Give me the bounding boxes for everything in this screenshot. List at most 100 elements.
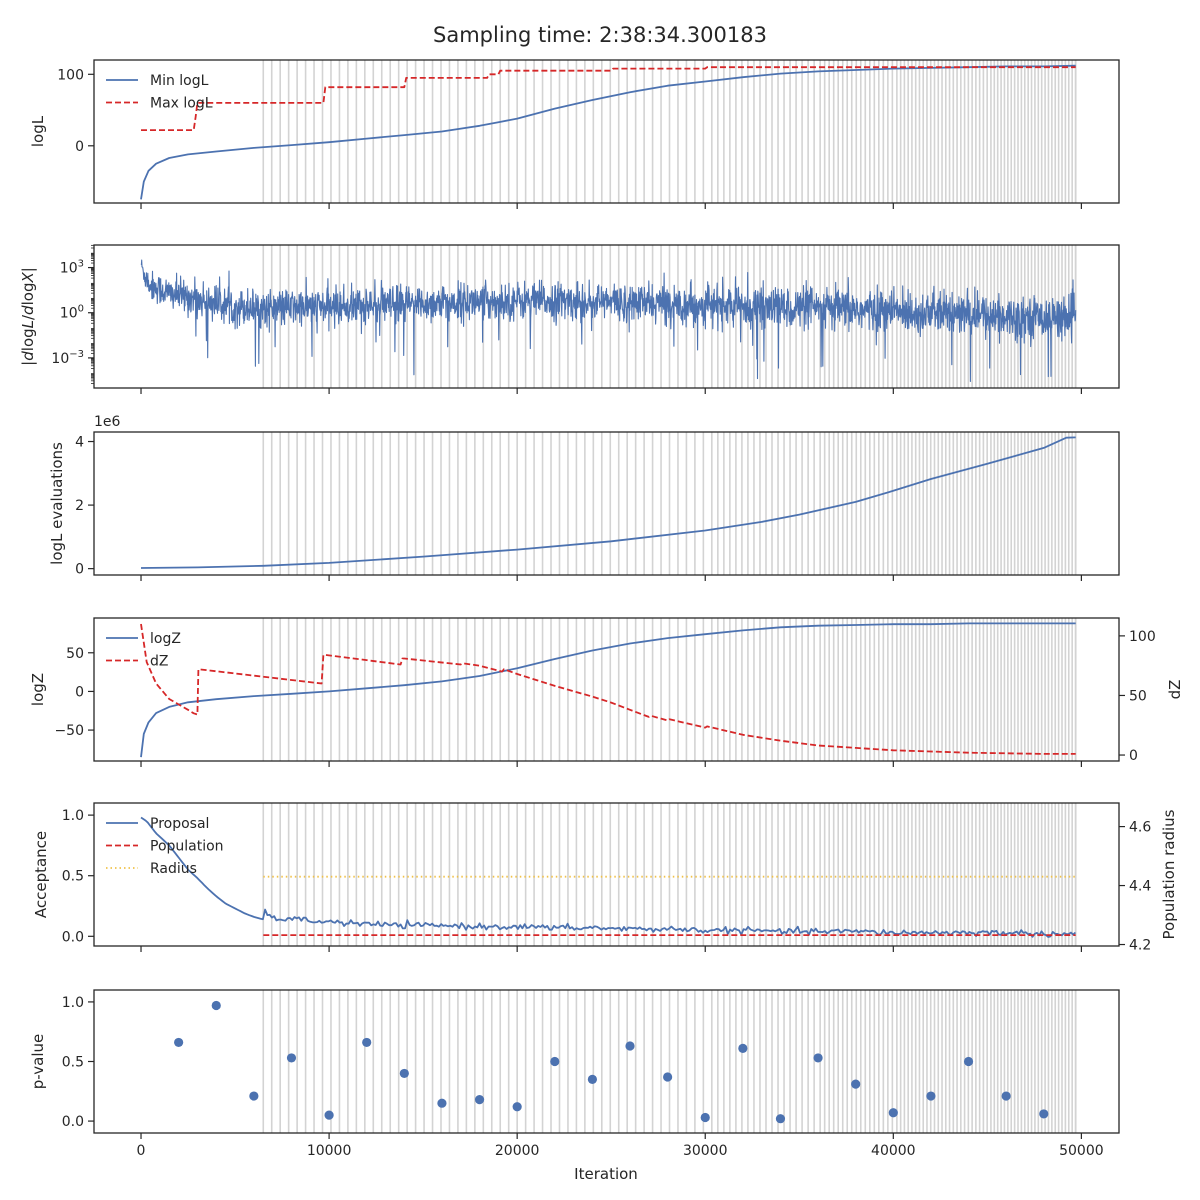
y-tick-label: 1.0 bbox=[62, 995, 84, 1011]
vertical-band-lines bbox=[262, 990, 1077, 1133]
y-ticks: −50 0 50 bbox=[54, 646, 94, 739]
plot-area bbox=[174, 990, 1077, 1133]
data-point bbox=[587, 1074, 597, 1084]
legend-label: Proposal bbox=[150, 816, 209, 832]
plot-area bbox=[140, 60, 1077, 203]
vertical-band-lines bbox=[262, 432, 1077, 575]
panel-6: 0 10000 20000 30000 40000 50000 0.0 0.5 1.0 p-val… bbox=[29, 989, 1120, 1159]
vertical-band-lines bbox=[262, 618, 1077, 761]
axes-frame bbox=[93, 59, 1120, 204]
x-tick-label: 30000 bbox=[683, 1143, 728, 1159]
x-ticks: 0 10000 20000 30000 40000 50000 bbox=[137, 1133, 1104, 1159]
data-point bbox=[437, 1098, 447, 1108]
y-tick-label: 100 bbox=[57, 67, 84, 83]
data-series-line bbox=[140, 259, 1077, 383]
y-tick-label-right: 4.2 bbox=[1129, 938, 1151, 954]
x-tick-label: 20000 bbox=[495, 1143, 540, 1159]
y-axis-label: logL evaluations bbox=[48, 442, 66, 565]
y-axis-label-part: | bbox=[19, 361, 37, 366]
max-logl-series-line bbox=[141, 66, 1076, 131]
data-point bbox=[399, 1068, 409, 1079]
data-point bbox=[474, 1095, 485, 1105]
y-axis-label: logZ bbox=[29, 673, 47, 706]
x-ticks bbox=[140, 203, 1082, 209]
data-point bbox=[174, 1037, 184, 1048]
data-point bbox=[362, 1037, 372, 1048]
panel-4: −50 0 50 0 50 100 logZ dZ logZ dZ bbox=[29, 617, 1184, 767]
y-tick-label: 0 bbox=[75, 684, 84, 700]
y-tick-label: 0.5 bbox=[62, 869, 84, 885]
y-tick-label-right: 50 bbox=[1129, 688, 1147, 704]
y-tick-label: 0 bbox=[75, 562, 84, 578]
data-point bbox=[249, 1091, 259, 1101]
vertical-band-lines bbox=[262, 60, 1077, 203]
legend-label: logZ bbox=[150, 631, 181, 647]
y-tick-label: −50 bbox=[54, 723, 84, 739]
tick-base: 10 bbox=[60, 261, 78, 277]
x-tick-label: 40000 bbox=[871, 1143, 916, 1159]
y-axis-label: |dlogL/dlogX| bbox=[19, 267, 37, 366]
y-ticks-right: 4.2 4.4 4.6 bbox=[1119, 820, 1151, 954]
dz-series-line bbox=[140, 623, 1076, 755]
y-axis-label: logL bbox=[29, 115, 47, 147]
scatter-series bbox=[174, 1000, 1049, 1124]
legend-label: dZ bbox=[150, 654, 168, 670]
y-tick-label: 0.0 bbox=[62, 929, 84, 945]
legend-label: Radius bbox=[150, 861, 197, 877]
y-axis-label-part: log bbox=[19, 283, 37, 306]
data-point bbox=[851, 1079, 861, 1089]
data-point bbox=[512, 1102, 522, 1112]
x-axis-label: Iteration bbox=[574, 1165, 638, 1183]
y-tick-label: 2 bbox=[75, 498, 84, 514]
y-tick-label: 0.0 bbox=[62, 1114, 84, 1130]
legend: Min logL Max logL bbox=[106, 73, 213, 112]
data-point bbox=[738, 1043, 748, 1053]
panel-3: 0 2 4 logL evaluations 1e6 bbox=[48, 414, 1120, 581]
plot-area bbox=[140, 618, 1077, 761]
x-tick-label: 50000 bbox=[1059, 1143, 1104, 1159]
y-axis-label: p-value bbox=[29, 1034, 47, 1090]
plot-area bbox=[140, 245, 1077, 388]
y-tick-label: 4 bbox=[75, 435, 84, 451]
y-tick-label: 0 bbox=[75, 139, 84, 155]
x-ticks bbox=[140, 946, 1082, 952]
y-ticks: 0.0 0.5 1.0 bbox=[62, 995, 94, 1130]
y-axis-label-part: X bbox=[19, 272, 37, 284]
legend-label: Population bbox=[150, 839, 224, 855]
y-axis-label-part: d bbox=[19, 351, 37, 361]
data-point bbox=[700, 1112, 710, 1123]
data-point bbox=[550, 1056, 560, 1067]
y-ticks: 0 2 4 bbox=[75, 435, 94, 578]
y-axis-label-part: L bbox=[19, 320, 37, 328]
min-logl-series-line bbox=[140, 64, 1076, 200]
y-tick-label-right: 4.6 bbox=[1129, 820, 1151, 836]
y-axis-label-part: d bbox=[19, 305, 37, 315]
y-axis-label-part: / bbox=[19, 314, 37, 320]
y-axis-label: Acceptance bbox=[32, 831, 50, 918]
logz-series-line bbox=[140, 622, 1076, 758]
vertical-band-lines bbox=[262, 803, 1077, 946]
panel-1: 0 100 logL Min logL Max logL bbox=[29, 59, 1120, 209]
tick-base: 10 bbox=[60, 306, 78, 322]
data-point bbox=[775, 1114, 786, 1124]
x-ticks bbox=[140, 575, 1082, 581]
y-tick-label: 103 bbox=[60, 259, 84, 277]
data-point bbox=[1039, 1109, 1049, 1119]
data-point bbox=[324, 1110, 334, 1120]
panel-5: 0.0 0.5 1.0 4.2 4.4 4.6 Acceptance Population r… bbox=[32, 802, 1178, 954]
legend-label: Min logL bbox=[150, 73, 209, 89]
legend: logZ dZ bbox=[106, 631, 181, 670]
plot-area bbox=[140, 432, 1077, 575]
y-offset-text: 1e6 bbox=[94, 414, 121, 430]
y-tick-label: 0.5 bbox=[62, 1055, 84, 1071]
data-point bbox=[211, 1000, 221, 1011]
y-tick-label: 50 bbox=[66, 646, 84, 662]
data-point bbox=[963, 1056, 974, 1067]
y-tick-label-right: 4.4 bbox=[1129, 879, 1151, 895]
y-axis-label-part: log bbox=[19, 328, 37, 351]
axes-frame bbox=[93, 244, 1120, 389]
y-ticks-right: 0 50 100 bbox=[1119, 629, 1156, 764]
